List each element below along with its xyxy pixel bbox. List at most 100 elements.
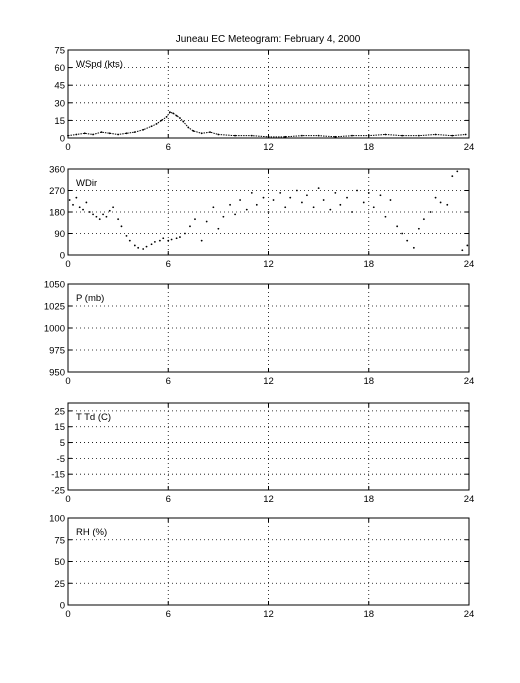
data-point xyxy=(182,120,185,123)
data-point xyxy=(284,135,287,138)
y-tick-label: 75 xyxy=(54,535,65,546)
data-point xyxy=(158,239,161,242)
panel-label: T Td (C) xyxy=(76,412,111,423)
data-point xyxy=(417,134,420,137)
data-point xyxy=(296,189,298,192)
x-tick-label: 24 xyxy=(464,259,475,270)
data-point xyxy=(184,232,186,235)
data-point xyxy=(429,211,432,213)
data-point xyxy=(145,245,148,248)
x-tick-label: 0 xyxy=(65,259,70,270)
data-point xyxy=(67,134,69,137)
figure-title: Juneau EC Meteogram: February 4, 2000 xyxy=(176,34,361,45)
y-tick-label: 950 xyxy=(49,368,65,379)
data-point xyxy=(461,249,464,252)
data-point xyxy=(339,203,342,206)
data-point xyxy=(250,134,253,137)
y-tick-label: 0 xyxy=(60,601,65,612)
data-point xyxy=(422,218,425,221)
data-point xyxy=(406,239,409,242)
data-point xyxy=(205,220,208,223)
y-tick-label: 75 xyxy=(54,46,65,57)
y-tick-label: -25 xyxy=(51,486,65,497)
data-point xyxy=(279,191,282,194)
data-point xyxy=(212,206,215,209)
data-point xyxy=(88,211,91,213)
data-point xyxy=(317,134,320,137)
data-point xyxy=(451,134,454,137)
data-point xyxy=(372,206,375,209)
panel-2: 0 6 12 18 24 950 975 1000 1025 1050 P (mb) xyxy=(44,280,474,388)
data-point xyxy=(68,199,71,201)
x-tick-label: 0 xyxy=(65,609,70,620)
data-point xyxy=(167,239,170,242)
x-tick-label: 18 xyxy=(363,494,374,505)
data-point xyxy=(83,132,86,135)
data-point xyxy=(169,111,171,114)
data-point xyxy=(108,209,111,212)
y-tick-label: 30 xyxy=(54,98,65,109)
data-point xyxy=(98,218,101,221)
data-point xyxy=(267,135,270,138)
data-point xyxy=(367,191,370,194)
data-point xyxy=(329,208,332,211)
data-point xyxy=(239,199,241,201)
y-tick-label: 25 xyxy=(54,406,65,417)
x-tick-label: 12 xyxy=(263,259,274,270)
data-point xyxy=(72,203,74,206)
x-tick-label: 24 xyxy=(464,609,475,620)
data-point xyxy=(187,126,190,129)
panel-label: P (mb) xyxy=(76,293,104,304)
data-point xyxy=(120,225,123,228)
x-tick-label: 12 xyxy=(263,142,274,153)
data-point xyxy=(267,211,270,213)
data-point xyxy=(137,246,140,249)
x-tick-label: 24 xyxy=(464,494,475,505)
data-point xyxy=(112,206,115,209)
x-tick-label: 18 xyxy=(363,142,374,153)
data-point xyxy=(434,196,437,199)
x-tick-label: 6 xyxy=(166,142,171,153)
data-point xyxy=(175,114,178,117)
x-tick-label: 6 xyxy=(166,376,171,387)
y-tick-label: 0 xyxy=(60,251,65,262)
y-tick-label: 0 xyxy=(60,134,65,145)
data-point xyxy=(194,218,196,221)
data-point xyxy=(160,119,163,122)
x-tick-label: 12 xyxy=(263,494,274,505)
x-tick-label: 6 xyxy=(166,259,171,270)
data-point xyxy=(192,130,195,132)
panel-label: RH (%) xyxy=(76,527,107,538)
series-line xyxy=(67,111,466,138)
data-point xyxy=(133,131,136,134)
data-point xyxy=(82,208,84,211)
data-point xyxy=(351,211,353,213)
y-tick-label: 1000 xyxy=(44,324,65,335)
data-point xyxy=(117,133,120,136)
data-point xyxy=(150,125,153,128)
data-point xyxy=(234,134,236,137)
x-tick-label: 24 xyxy=(464,376,475,387)
data-point xyxy=(451,175,454,178)
x-tick-label: 0 xyxy=(65,376,70,387)
x-tick-label: 0 xyxy=(65,142,70,153)
x-tick-label: 6 xyxy=(166,609,171,620)
data-point xyxy=(200,132,203,135)
data-point xyxy=(92,133,94,136)
data-point xyxy=(346,196,348,199)
data-point xyxy=(85,201,88,204)
data-point xyxy=(255,203,258,206)
data-point xyxy=(162,237,165,240)
y-tick-label: 45 xyxy=(54,81,65,92)
y-tick-label: 15 xyxy=(54,422,65,433)
data-point xyxy=(200,239,203,242)
data-point xyxy=(417,227,420,230)
y-tick-label: 1050 xyxy=(44,280,65,291)
data-point xyxy=(245,208,248,211)
x-tick-label: 18 xyxy=(363,609,374,620)
plot-frame xyxy=(67,402,470,491)
y-tick-label: -15 xyxy=(51,470,65,481)
y-tick-label: 90 xyxy=(54,229,65,240)
y-tick-label: 5 xyxy=(60,438,65,449)
